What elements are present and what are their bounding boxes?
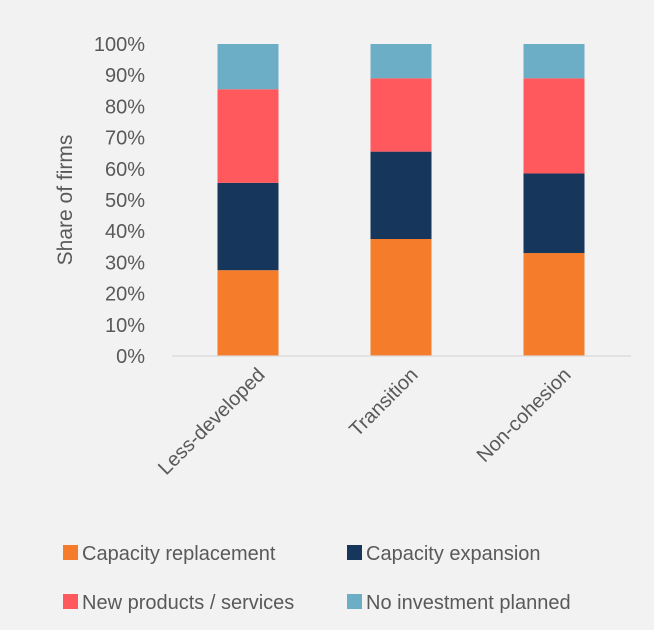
y-tick-label: 60% [105,159,145,181]
bar-segment-2-1 [523,173,585,254]
legend-item: No investment planned [347,592,571,614]
y-tick-label: 100% [94,34,145,56]
legend-item: Capacity expansion [347,543,541,565]
y-tick-label: 90% [105,65,145,87]
bar-segment-1-1 [370,151,432,239]
legend-swatch [63,545,78,560]
bar-segment-2-2 [523,78,585,174]
y-tick-label: 0% [116,346,145,368]
x-category-label: Transition [345,364,422,441]
bar-segment-0-2 [217,89,279,183]
y-tick-label: 80% [105,96,145,118]
x-axis-labels: Less-developed Transition Non-cohesion [154,364,575,479]
bar-segment-0-1 [217,182,279,271]
legend-item: New products / services [63,592,294,614]
legend-label: Capacity expansion [366,543,541,565]
bar-segment-0-0 [217,270,279,356]
legend-label: No investment planned [366,592,571,614]
legend: Capacity replacement Capacity expansion Ne… [63,543,571,614]
y-tick-label: 70% [105,128,145,150]
x-category-label: Non-cohesion [473,364,576,467]
y-axis-ticks: 0% 10% 20% 30% 40% 50% 60% 70% 80% 90% 100% [94,34,145,368]
bar-segment-1-2 [370,78,432,152]
bar-segment-2-0 [523,253,585,356]
legend-swatch [347,545,362,560]
bar-segment-1-0 [370,239,432,356]
legend-swatch [347,594,362,609]
y-tick-label: 50% [105,190,145,212]
y-tick-label: 40% [105,221,145,243]
bar-segment-2-3 [523,44,585,79]
legend-label: Capacity replacement [82,543,276,565]
y-tick-label: 10% [105,315,145,337]
bars-layer [217,44,585,356]
y-tick-label: 20% [105,284,145,306]
bar-segment-0-3 [217,44,279,90]
legend-swatch [63,594,78,609]
legend-label: New products / services [82,592,294,614]
x-category-label: Less-developed [154,364,269,479]
y-axis-title: Share of firms [54,135,77,266]
y-tick-label: 30% [105,252,145,274]
bar-segment-1-3 [370,44,432,79]
legend-item: Capacity replacement [63,543,276,565]
